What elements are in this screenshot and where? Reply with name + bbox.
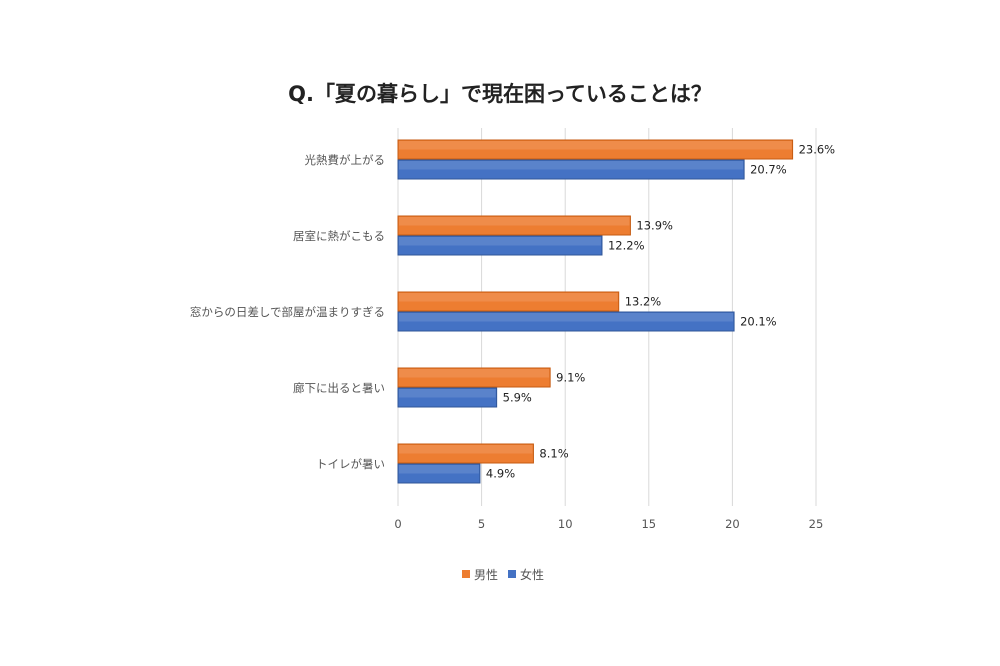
data-label: 20.7% [750,163,787,177]
bar-highlight [399,217,630,226]
x-tick-label: 0 [394,517,401,531]
data-label: 12.2% [608,239,645,253]
x-tick-label: 20 [725,517,740,531]
x-tick-label: 5 [478,517,485,531]
bar-male [397,291,620,312]
category-label: 窓からの日差しで部屋が温まりすぎる [190,305,385,319]
legend-entry: 男性 [474,568,498,582]
legend-swatch [462,570,470,578]
bar-highlight [399,465,479,474]
data-label: 5.9% [503,391,532,405]
x-tick-label: 10 [558,517,573,531]
data-label: 9.1% [556,371,585,385]
x-tick-label: 15 [641,517,656,531]
bar-female [397,387,498,408]
legend: 男性 女性 [462,567,544,582]
category-label: トイレが暑い [316,457,385,471]
data-label: 13.9% [636,219,673,233]
bar-male [397,443,534,464]
data-label: 8.1% [539,447,568,461]
data-labels: 23.6% 20.7% 13.9% 12.2% 13.2% 20.1% 9.1% 5.9% 8.… [486,143,835,481]
data-label: 20.1% [740,315,777,329]
bar-highlight [399,389,496,398]
bar-female [397,159,745,180]
category-label: 廊下に出ると暑い [293,381,385,395]
bar-highlight [399,445,533,454]
bar-highlight [399,141,792,150]
legend-swatch [508,570,516,578]
legend-entry: 女性 [520,567,544,582]
bar-highlight [399,313,734,322]
bar-male [397,367,551,388]
bars [397,139,794,484]
bar-highlight [399,237,601,246]
data-label: 23.6% [799,143,836,157]
bar-highlight [399,293,618,302]
category-label: 光熱費が上がる [305,153,386,167]
bar-female [397,235,603,256]
data-label: 4.9% [486,467,515,481]
bar-female [397,463,481,484]
data-label: 13.2% [625,295,662,309]
category-labels: 光熱費が上がる居室に熱がこもる窓からの日差しで部屋が温まりすぎる廊下に出ると暑い… [190,153,385,471]
chart-title: Q.「夏の暮らし」で現在困っていることは？ [288,82,712,106]
x-tick-label: 25 [809,517,824,531]
x-tick-labels: 0 5 10 15 20 25 [394,517,823,531]
bar-highlight [399,161,744,170]
bar-male [397,215,631,236]
bar-highlight [399,369,550,378]
category-label: 居室に熱がこもる [293,229,385,243]
bar-male [397,139,794,160]
bar-female [397,311,735,332]
